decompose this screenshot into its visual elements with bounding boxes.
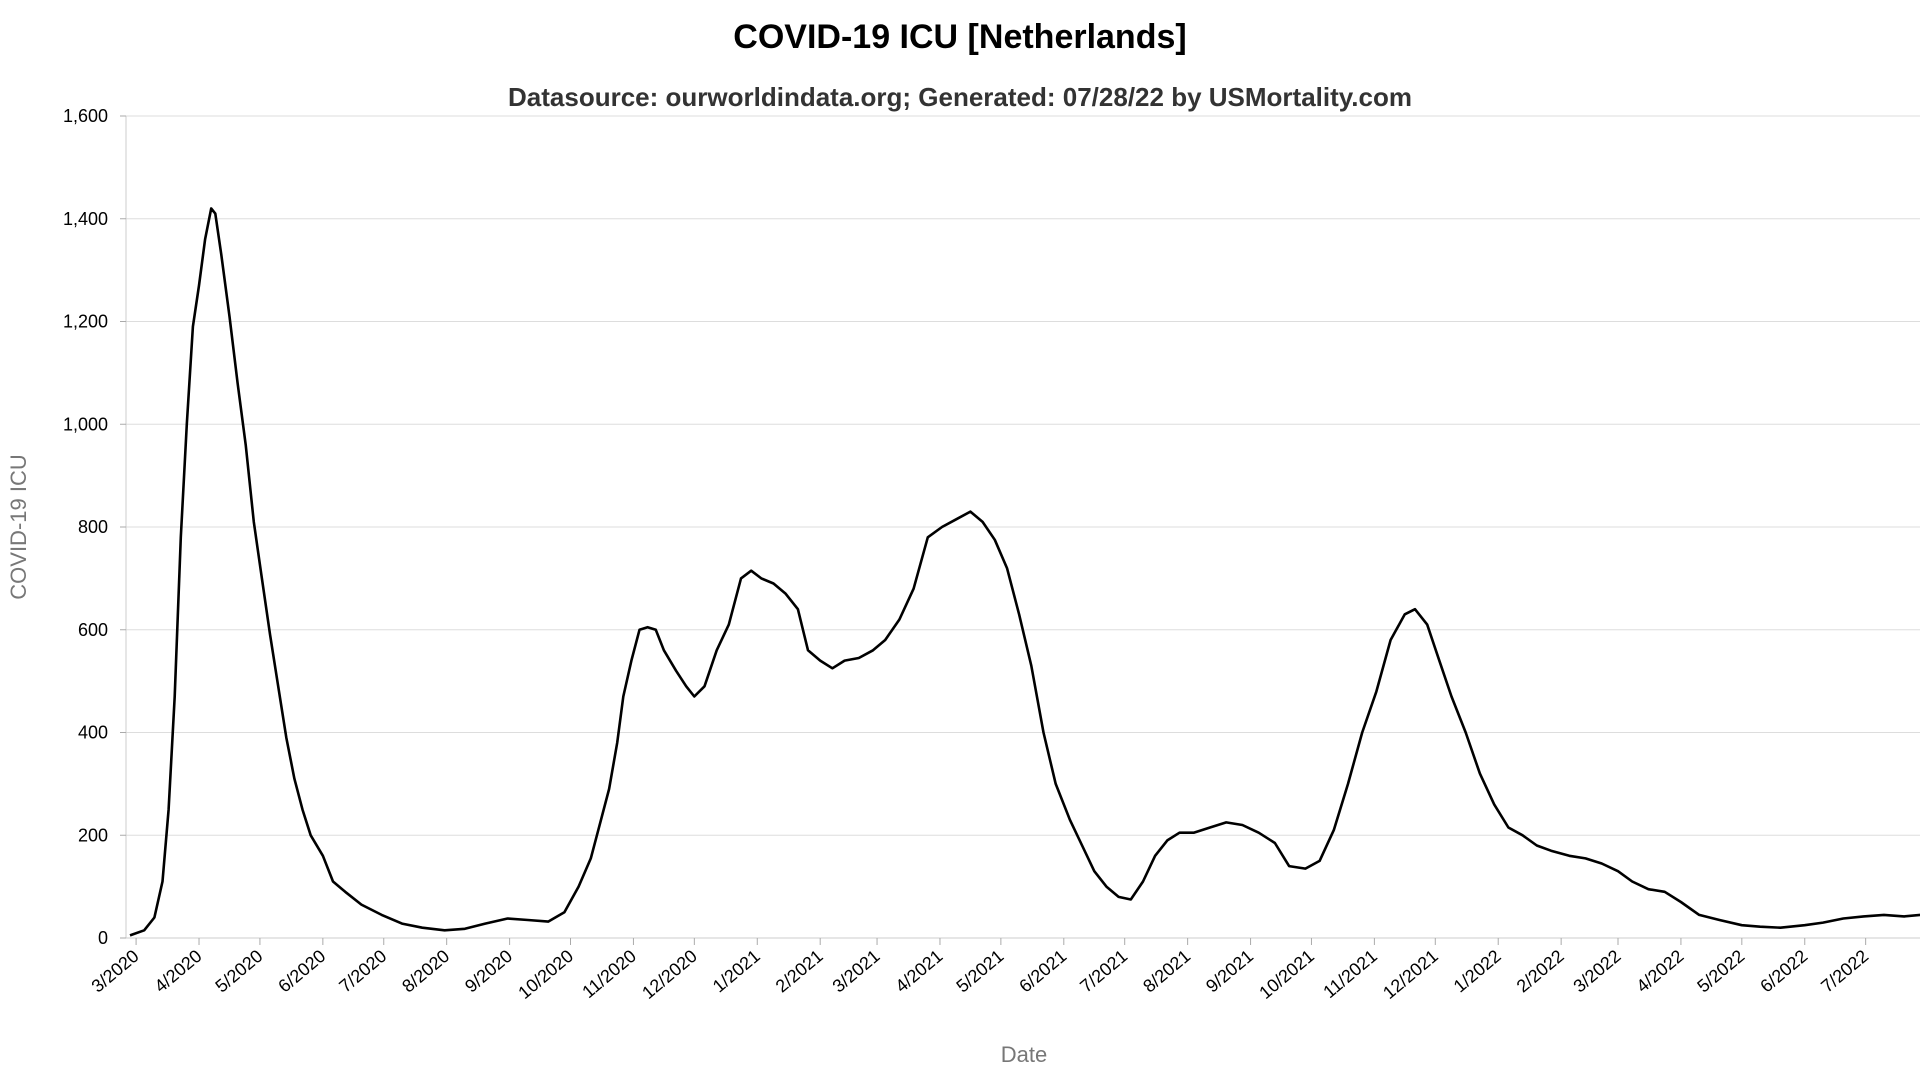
x-tick-label: 9/2020 xyxy=(461,946,516,997)
x-tick-label: 9/2021 xyxy=(1202,946,1257,997)
x-axis-ticks: 3/2020 4/2020 5/2020 6/2020 7/2020 8/2020 9/20… xyxy=(88,938,1872,1003)
y-axis-ticks: 0 200 400 600 800 1,000 1,200 1,400 1,600 xyxy=(63,106,126,948)
grid xyxy=(126,115,1920,836)
x-tick-label: 8/2020 xyxy=(398,946,453,997)
y-tick-label: 1,200 xyxy=(63,312,108,332)
y-tick-label: 400 xyxy=(78,723,108,743)
x-tick-label: 8/2021 xyxy=(1139,946,1194,997)
chart-title: COVID-19 ICU [Netherlands] xyxy=(733,18,1186,56)
x-tick-label: 3/2021 xyxy=(829,946,884,997)
x-tick-label: 10/2021 xyxy=(1255,946,1318,1003)
y-tick-label: 1,600 xyxy=(63,106,108,126)
y-tick-label: 200 xyxy=(78,825,108,845)
x-tick-label: 4/2021 xyxy=(892,946,947,997)
x-tick-label: 12/2020 xyxy=(638,946,701,1003)
chart-subtitle: Datasource: ourworldindata.org; Generate… xyxy=(508,82,1412,112)
x-tick-label: 5/2021 xyxy=(952,946,1007,997)
x-tick-label: 4/2020 xyxy=(151,946,206,997)
y-tick-label: 0 xyxy=(98,928,108,948)
x-tick-label: 5/2022 xyxy=(1693,946,1748,997)
x-tick-label: 2/2022 xyxy=(1513,946,1568,997)
y-tick-label: 1,400 xyxy=(63,209,108,229)
series-layer xyxy=(129,207,1920,937)
x-tick-label: 12/2021 xyxy=(1379,946,1442,1003)
y-tick-label: 1,000 xyxy=(63,414,108,434)
x-tick-label: 6/2020 xyxy=(274,946,329,997)
x-tick-label: 6/2021 xyxy=(1015,946,1070,997)
x-tick-label: 7/2021 xyxy=(1076,946,1131,997)
series-line xyxy=(129,207,1920,937)
x-tick-label: 4/2022 xyxy=(1632,946,1687,997)
x-tick-label: 1/2022 xyxy=(1450,946,1505,997)
y-tick-label: 600 xyxy=(78,620,108,640)
y-tick-label: 800 xyxy=(78,517,108,537)
x-tick-label: 2/2021 xyxy=(772,946,827,997)
x-tick-label: 1/2021 xyxy=(709,946,764,997)
x-tick-label: 5/2020 xyxy=(211,946,266,997)
x-tick-label: 7/2022 xyxy=(1817,946,1872,997)
x-axis-label: Date xyxy=(1001,1042,1047,1067)
x-tick-label: 3/2022 xyxy=(1570,946,1625,997)
x-tick-label: 11/2020 xyxy=(578,946,640,1002)
x-tick-label: 10/2020 xyxy=(514,946,577,1003)
x-tick-label: 6/2022 xyxy=(1756,946,1811,997)
y-axis-label: COVID-19 ICU xyxy=(6,454,31,599)
x-tick-label: 11/2021 xyxy=(1319,946,1381,1002)
x-tick-label: 3/2020 xyxy=(88,946,143,997)
x-tick-label: 7/2020 xyxy=(335,946,390,997)
